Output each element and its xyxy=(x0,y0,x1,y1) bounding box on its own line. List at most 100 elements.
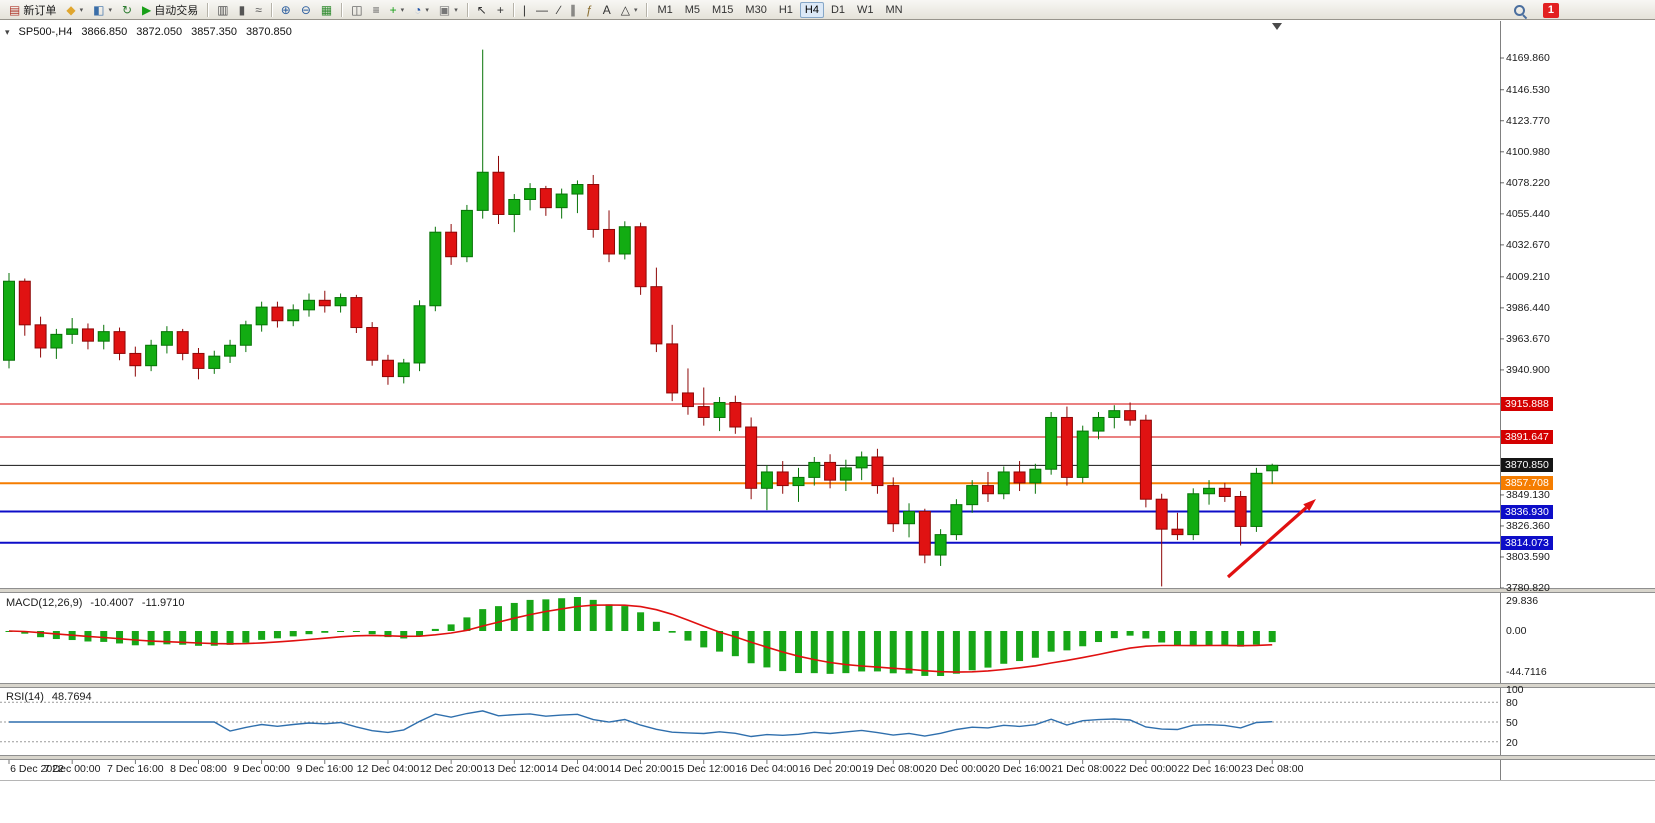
candles xyxy=(3,49,1279,587)
macd-label: MACD(12,26,9) xyxy=(6,597,83,609)
macd-signal-value: -11.9710 xyxy=(141,597,185,609)
pane-separator[interactable] xyxy=(0,683,1655,688)
toolbar: ▤ 新订单 ◆ ▾ ◧ ▾ ↻ ▶ 自动交易 ▥ ▮ ≈ ⊕ ⊖ ▦ ◫ ≡ + ▾ ◔ ▾ ▣ ▾ ↖ + | — ∕ ∥ ƒ A △ ▾ M1… xyxy=(0,0,1655,20)
zoom-in-button[interactable]: ⊕ xyxy=(276,0,296,20)
new-order-label: 新订单 xyxy=(23,4,57,17)
new-chart-button[interactable]: ◆ ▾ xyxy=(61,0,88,20)
price-axis-label: 3826.360 xyxy=(1506,519,1550,532)
toolbar-separator xyxy=(466,2,468,17)
rsi-axis-label: 80 xyxy=(1506,697,1518,710)
timeframe-w1-button[interactable]: W1 xyxy=(857,3,874,16)
autotrading-button[interactable]: ▶ 自动交易 xyxy=(137,0,203,20)
add-indicator-button[interactable]: + ▾ xyxy=(385,0,410,20)
timeframe-m5-button[interactable]: M5 xyxy=(684,3,701,16)
dropdown-caret-icon: ▾ xyxy=(633,6,638,14)
price-line-badge[interactable]: 3915.888 xyxy=(1501,396,1553,411)
time-axis-label: 19 Dec 08:00 xyxy=(862,763,925,775)
price-line-badge[interactable]: 3857.708 xyxy=(1501,476,1553,491)
time-axis-label: 16 Dec 20:00 xyxy=(798,763,862,775)
axis-ticks xyxy=(8,57,1504,764)
chart-candles-icon: ▮ xyxy=(238,2,246,17)
timeframe-h4-button[interactable]: H4 xyxy=(799,1,824,18)
close-value: 3870.850 xyxy=(246,26,292,38)
trend-line-icon: ∕ xyxy=(557,2,560,17)
toolbar-separator xyxy=(646,2,648,17)
macd-signal-line xyxy=(8,604,1273,673)
zoom-out-icon: ⊖ xyxy=(300,2,311,17)
macd-main-value: -10.4007 xyxy=(90,597,134,609)
profiles-button[interactable]: ◧ ▾ xyxy=(88,0,117,20)
crosshair-button[interactable]: + xyxy=(492,0,509,20)
shapes-button[interactable]: △ ▾ xyxy=(616,0,643,20)
time-axis-label: 12 Dec 20:00 xyxy=(419,763,483,775)
timeframe-m30-button[interactable]: M30 xyxy=(745,3,767,16)
rsi-pane-label: RSI(14) 48.7694 xyxy=(6,691,92,703)
autotrading-icon: ▶ xyxy=(142,2,152,17)
price-axis-label: 4146.530 xyxy=(1506,83,1550,96)
time-axis-label: 14 Dec 04:00 xyxy=(546,763,609,775)
dropdown-caret-icon: ▾ xyxy=(400,6,405,14)
timeframe-h1-button[interactable]: H1 xyxy=(778,3,793,16)
text-label-button[interactable]: A xyxy=(598,0,616,20)
price-axis-label: 4009.210 xyxy=(1506,270,1550,283)
timeframe-m1-button[interactable]: M1 xyxy=(657,3,673,16)
refresh-community-icon: ↻ xyxy=(121,2,133,17)
zoom-out-button[interactable]: ⊖ xyxy=(296,0,316,20)
price-axis-label: 3963.670 xyxy=(1506,332,1550,345)
chart-candles-button[interactable]: ▮ xyxy=(234,0,251,20)
price-axis-label: 4078.220 xyxy=(1506,176,1550,189)
price-line-badge[interactable]: 3814.073 xyxy=(1501,535,1553,550)
fibonacci-button[interactable]: ƒ xyxy=(581,0,598,20)
trend-line-button[interactable]: ∕ xyxy=(553,0,565,20)
price-line-badge[interactable]: 3836.930 xyxy=(1501,504,1553,519)
rsi-axis-label: 50 xyxy=(1506,717,1518,729)
timeframe-m15-button[interactable]: M15 xyxy=(712,3,734,16)
cursor-button[interactable]: ↖ xyxy=(472,0,492,20)
time-axis-label: 20 Dec 16:00 xyxy=(988,763,1051,775)
new-order-button[interactable]: ▤ 新订单 xyxy=(4,0,61,20)
trend-arrow[interactable] xyxy=(1226,499,1316,579)
time-axis-label: 7 Dec 00:00 xyxy=(43,763,101,775)
vertical-line-icon: | xyxy=(522,2,526,17)
chart-bars-icon: ▥ xyxy=(217,2,229,17)
time-axis-label: 9 Dec 16:00 xyxy=(296,763,354,775)
dropdown-caret-icon: ▾ xyxy=(79,6,84,14)
symbol-period-label: SP500-,H4 xyxy=(18,26,73,38)
time-axis-label: 16 Dec 04:00 xyxy=(735,763,799,775)
profiles-icon: ◧ xyxy=(93,2,105,17)
objects-list-button[interactable]: ≡ xyxy=(368,0,385,20)
fibonacci-icon: ƒ xyxy=(586,2,593,17)
pane-separator[interactable] xyxy=(0,755,1655,760)
text-label-icon: A xyxy=(602,2,611,17)
chart-line-button[interactable]: ≈ xyxy=(250,0,267,20)
templates-button[interactable]: ▣ ▾ xyxy=(434,0,463,20)
indicators-button[interactable]: ◫ xyxy=(346,0,367,20)
macd-histogram xyxy=(5,597,1276,676)
macd-pane-label: MACD(12,26,9) -10.4007 -11.9710 xyxy=(6,597,184,609)
timeframe-mn-button[interactable]: MN xyxy=(885,3,903,16)
notification-badge[interactable]: 1 xyxy=(1542,2,1559,18)
search-button[interactable] xyxy=(1508,0,1531,20)
tile-windows-button[interactable]: ▦ xyxy=(316,0,337,20)
price-axis-label: 4169.860 xyxy=(1506,52,1550,64)
add-indicator-icon: + xyxy=(389,2,397,17)
price-line-badge[interactable]: 3891.647 xyxy=(1501,430,1553,445)
refresh-community-button[interactable]: ↻ xyxy=(117,0,137,20)
chart-shift-marker[interactable] xyxy=(1272,23,1282,30)
channel-button[interactable]: ∥ xyxy=(565,0,581,20)
periods-button[interactable]: ◔ ▾ xyxy=(409,0,434,20)
horizontal-line-button[interactable]: — xyxy=(531,0,553,20)
price-line-badge[interactable]: 3870.850 xyxy=(1501,458,1553,473)
price-axis-label: 4123.770 xyxy=(1506,114,1550,127)
price-axis-label: 3849.130 xyxy=(1506,488,1550,501)
vertical-line-button[interactable]: | xyxy=(518,0,531,20)
one-click-trading-toggle[interactable]: ▾ xyxy=(5,26,10,37)
chart-bars-button[interactable]: ▥ xyxy=(212,0,233,20)
price-lines[interactable] xyxy=(0,403,1500,544)
rsi-axis-label: 100 xyxy=(1506,684,1524,696)
pane-separator[interactable] xyxy=(0,588,1655,593)
timeframe-d1-button[interactable]: D1 xyxy=(830,3,846,16)
toolbar-separator xyxy=(512,2,514,17)
chart-info-line: ▾ SP500-,H4 3866.850 3872.050 3857.350 3… xyxy=(5,26,292,38)
